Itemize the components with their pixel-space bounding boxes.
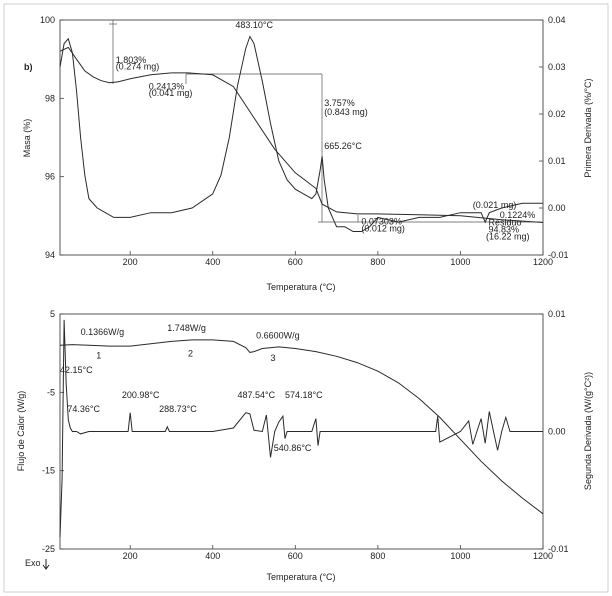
annotation-label: 574.18°C [285,390,323,400]
x-tick-label: 1000 [450,257,470,267]
dsc-x-axis-label: Temperatura (°C) [266,572,335,582]
y-tick-label: 94 [45,250,55,260]
x-tick-label: 600 [288,257,303,267]
y-tick-label: -5 [47,387,55,397]
annotation-label: 1.803% [116,55,147,65]
tga-annotations: 1.803%(0.274 mg) 0.2413%(0.041 mg) 483.10°… [116,20,536,242]
dsc-y-axis-label: Flujo de Calor (W/g) [16,391,26,472]
annotation-label: 0.07303% [361,216,402,226]
x-tick-label: 200 [123,257,138,267]
annotation-label: (0.843 mg) [324,107,368,117]
first-derivative-curve [59,35,543,232]
heat-flow-curve [59,339,544,515]
annotation-label: (0.021 mg) [473,200,517,210]
annotation-label: 0.2413% [149,81,185,91]
mass-curve [59,46,544,223]
panel-label: b) [24,62,33,72]
y2-tick-label: 0.02 [548,109,566,119]
y-tick-label: 98 [45,93,55,103]
annotation-label: 74.36°C [67,404,100,414]
dsc-panel: 200 400 600 800 1000 1200 -25 -15 -5 5 -0.01 0.00 0.… [16,309,593,582]
x-tick-label: 1200 [533,257,553,267]
y-tick-label: 100 [40,15,55,25]
y2-tick-label: -0.01 [548,544,569,554]
annotation-label: 200.98°C [122,390,160,400]
x-tick-label: 400 [205,257,220,267]
tga-panel: 200 400 600 800 1000 1200 94 96 98 100 -0.01 0.00 0.… [22,15,593,292]
exo-label: Exo [25,558,41,568]
dsc-y2-axis-label: Segunda Derivada (W/(g°C²)) [583,372,593,490]
y2-tick-label: 0.00 [548,427,566,437]
annotation-label: 0.1224% [500,210,536,220]
figure-border [3,3,609,593]
annotation-label: 0.1366W/g [81,327,125,337]
tga-x-axis-label: Temperatura (°C) [266,282,335,292]
annotation-label: (0.041 mg) [149,88,193,98]
y-tick-label: 5 [50,309,55,319]
y2-tick-label: 0.01 [548,309,566,319]
dsc-annotations: 0.1366W/g 1 1.748W/g 2 0.6600W/g 3 42.15°C 74.3… [60,323,323,453]
annotation-label: 2 [188,349,193,359]
tga-ticks: 200 400 600 800 1000 1200 94 96 98 100 -0.01 0.00 0.… [40,15,569,267]
annotation-label: 540.86°C [274,443,312,453]
x-tick-label: 600 [288,551,303,561]
annotation-label: 94.83% [489,225,520,235]
tga-guides [109,20,542,223]
x-tick-label: 1000 [450,551,470,561]
annotation-label: 3.757% [324,98,355,108]
x-tick-label: 800 [370,551,385,561]
y-tick-label: 96 [45,172,55,182]
annotation-label: (0.012 mg) [361,224,405,234]
exo-arrow-icon [42,559,50,570]
annotation-label: 3 [271,353,276,363]
second-derivative-curve [59,319,543,538]
annotation-label: 0.6600W/g [256,331,300,341]
annotation-label: (16.22 mg) [486,232,530,242]
y-tick-label: -15 [42,466,55,476]
annotation-label: 288.73°C [159,404,197,414]
tga-y2-axis-label: Primera Derivada (%/°C) [583,78,593,177]
tga-plot-frame [59,19,544,256]
x-tick-label: 400 [205,551,220,561]
y2-tick-label: 0.01 [548,156,566,166]
annotation-label: 42.15°C [60,365,93,375]
annotation-label: 1.748W/g [167,323,206,333]
x-tick-label: 1200 [533,551,553,561]
y2-tick-label: 0.04 [548,15,566,25]
tga-y-axis-label: Masa (%) [22,119,32,158]
annotation-label: 665.26°C [324,141,362,151]
annotation-label: 483.10°C [235,20,273,30]
y-tick-label: -25 [42,544,55,554]
y2-tick-label: 0.03 [548,62,566,72]
y2-tick-label: 0.00 [548,203,566,213]
x-tick-label: 800 [370,257,385,267]
y2-tick-label: -0.01 [548,250,569,260]
x-tick-label: 200 [123,551,138,561]
dsc-ticks: 200 400 600 800 1000 1200 -25 -15 -5 5 -0.01 0.00 0.… [42,309,569,561]
annotation-label: 1 [96,350,101,360]
annotation-label: Residuo [489,218,522,228]
annotation-label: 487.54°C [238,390,276,400]
annotation-label: (0.274 mg) [116,62,160,72]
